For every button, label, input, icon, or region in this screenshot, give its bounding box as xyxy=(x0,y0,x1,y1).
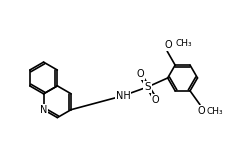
Text: CH₃: CH₃ xyxy=(206,107,223,116)
Text: N: N xyxy=(40,105,47,115)
Text: O: O xyxy=(151,95,159,105)
Text: O: O xyxy=(135,69,143,79)
Text: CH₃: CH₃ xyxy=(174,39,191,48)
Text: O: O xyxy=(196,106,204,116)
Text: S: S xyxy=(144,82,150,92)
Text: O: O xyxy=(164,40,171,50)
Text: NH: NH xyxy=(115,91,130,101)
